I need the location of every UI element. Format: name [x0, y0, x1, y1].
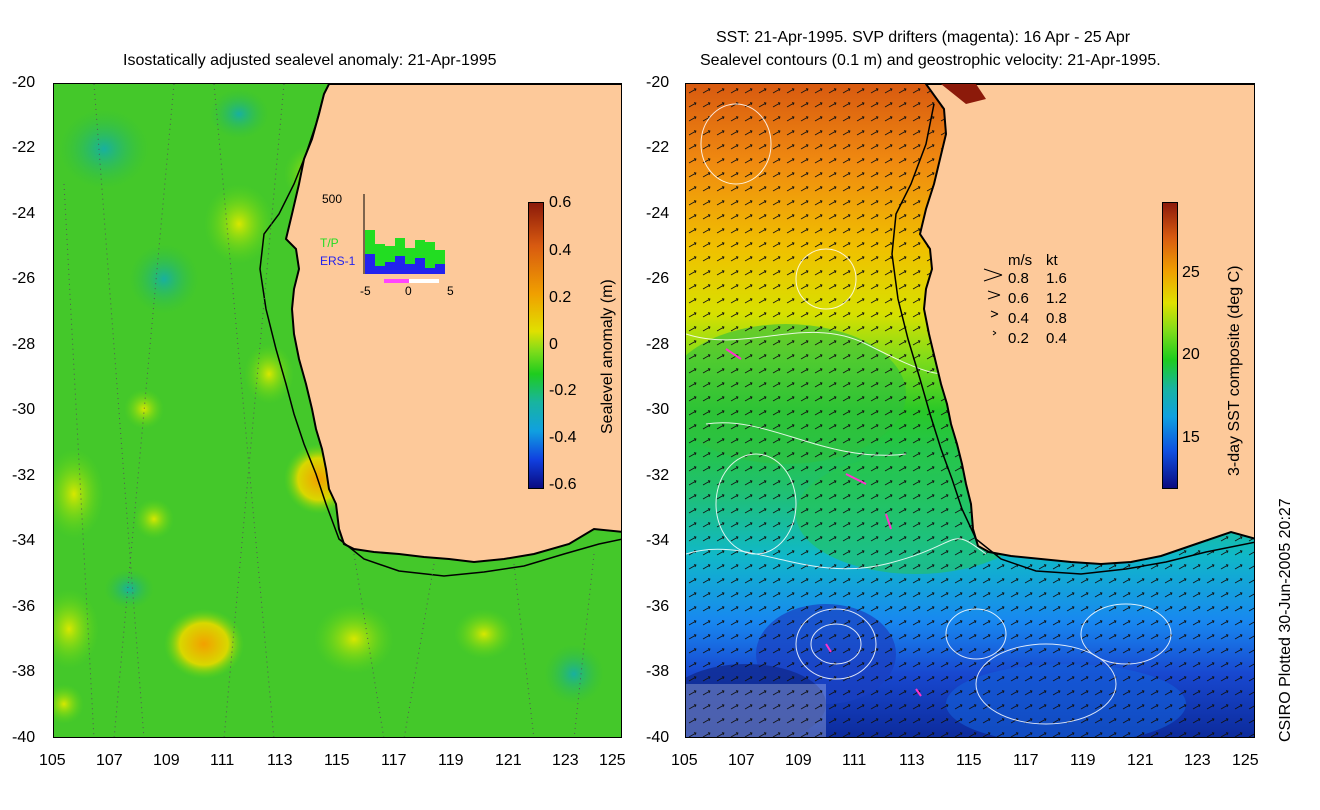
satellite-tracks	[63, 84, 595, 737]
left-ytick: -36	[12, 598, 36, 615]
sst-colorbar	[1162, 202, 1178, 489]
right-xtick: 123	[1184, 752, 1211, 769]
cb-tick-0: 0.6	[549, 194, 572, 211]
left-map-title: Isostatically adjusted sealevel anomaly:…	[123, 52, 497, 69]
sealevel-anomaly-map[interactable]: 500 T/P ERS-1 -5 0 5 0.6 0.4 0.2 0 -0.2 …	[53, 83, 622, 738]
right-ytick: -38	[646, 663, 670, 680]
sst-map[interactable]: m/s kt 0.8 1.6 0.6 1.2 0.4 0.8 0.2 0.4 2…	[685, 83, 1255, 738]
left-xtick: 117	[381, 752, 407, 769]
sst-cb-tick-1: 20	[1182, 346, 1200, 363]
left-xtick: 111	[210, 752, 235, 769]
left-xtick: 113	[267, 752, 293, 769]
right-ytick: -36	[646, 598, 670, 615]
sst-cb-tick-0: 25	[1182, 264, 1200, 281]
right-ytick: -24	[646, 205, 670, 222]
left-ytick: -20	[12, 74, 36, 91]
right-xtick: 121	[1127, 752, 1154, 769]
inset-y-label: 500	[322, 192, 343, 206]
left-ytick: -26	[12, 270, 36, 287]
inset-legend-ers: ERS-1	[320, 254, 356, 268]
inset-xtick-1: 0	[405, 284, 412, 298]
left-xtick: 107	[96, 752, 123, 769]
right-xtick: 109	[785, 752, 812, 769]
sst-colorbar-label: 3-day SST composite (deg C)	[1226, 265, 1243, 476]
right-ytick: -32	[646, 467, 670, 484]
right-ytick: -34	[646, 532, 670, 549]
right-xtick: 107	[728, 752, 755, 769]
right-xtick: 115	[956, 752, 982, 769]
left-ytick: -38	[12, 663, 36, 680]
cb-tick-3: 0	[549, 336, 558, 353]
australia-land	[918, 84, 1254, 566]
left-xtick: 105	[39, 752, 66, 769]
legend-header-kt: kt	[1046, 252, 1058, 269]
right-xtick: 111	[842, 752, 867, 769]
inset-histogram	[363, 194, 445, 274]
left-ytick: -34	[12, 532, 36, 549]
left-ytick: -22	[12, 139, 36, 156]
cb-tick-6: -0.6	[549, 476, 577, 493]
legend-kt-3: 0.4	[1046, 330, 1067, 347]
inset-xtick-0: -5	[360, 284, 371, 298]
left-ytick: -32	[12, 467, 36, 484]
svp-drifters	[725, 348, 922, 697]
legend-arrows	[983, 268, 1003, 336]
cb-tick-2: 0.2	[549, 289, 572, 306]
right-xtick: 117	[1013, 752, 1039, 769]
right-ytick: -26	[646, 270, 670, 287]
right-xtick: 119	[1070, 752, 1096, 769]
left-xtick: 119	[438, 752, 464, 769]
right-ytick: -22	[646, 139, 670, 156]
left-xtick: 115	[324, 752, 350, 769]
legend-kt-2: 0.8	[1046, 310, 1067, 327]
legend-ms-3: 0.2	[1008, 330, 1029, 347]
legend-kt-1: 1.2	[1046, 290, 1067, 307]
inset-xtick-2: 5	[447, 284, 454, 298]
sealevel-colorbar-label: Sealevel anomaly (m)	[599, 279, 616, 434]
left-ytick: -28	[12, 336, 36, 353]
inset-legend-tp: T/P	[320, 236, 339, 250]
legend-header-ms: m/s	[1008, 252, 1033, 269]
right-ytick: -28	[646, 336, 670, 353]
cb-tick-5: -0.4	[549, 429, 577, 446]
left-xtick: 121	[495, 752, 522, 769]
right-ytick: -20	[646, 74, 670, 91]
sst-cb-tick-2: 15	[1182, 429, 1200, 446]
left-xtick: 125	[599, 752, 626, 769]
left-ytick: -24	[12, 205, 36, 222]
right-map-title-line2: Sealevel contours (0.1 m) and geostrophi…	[700, 52, 1161, 69]
legend-kt-0: 1.6	[1046, 270, 1067, 287]
right-map-title-line1: SST: 21-Apr-1995. SVP drifters (magenta)…	[716, 29, 1131, 46]
legend-ms-1: 0.6	[1008, 290, 1029, 307]
plot-credit: CSIRO Plotted 30-Jun-2005 20:27	[1277, 498, 1294, 742]
right-xtick: 125	[1232, 752, 1259, 769]
left-ytick: -40	[12, 729, 36, 746]
right-xtick: 105	[671, 752, 698, 769]
sealevel-colorbar	[528, 202, 544, 489]
cb-tick-1: 0.4	[549, 242, 572, 259]
legend-ms-0: 0.8	[1008, 270, 1029, 287]
cb-tick-4: -0.2	[549, 382, 577, 399]
left-xtick: 123	[552, 752, 579, 769]
left-ytick: -30	[12, 401, 36, 418]
right-ytick: -40	[646, 729, 670, 746]
right-ytick: -30	[646, 401, 670, 418]
right-xtick: 113	[899, 752, 925, 769]
legend-ms-2: 0.4	[1008, 310, 1029, 327]
left-xtick: 109	[153, 752, 180, 769]
